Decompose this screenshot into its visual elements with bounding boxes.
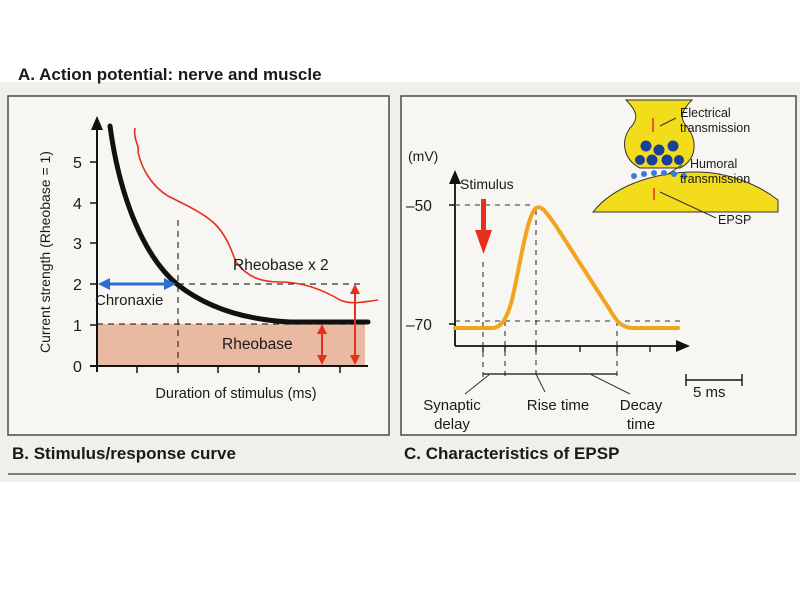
decay-time-label: Decay <box>620 397 663 414</box>
panel-b-frame <box>7 95 390 436</box>
inset-red-arrows <box>652 118 655 200</box>
timing-connectors <box>464 373 631 395</box>
scale-bar-label: 5 ms <box>693 384 726 401</box>
panel-c-frame <box>400 95 797 436</box>
header-mask <box>0 0 800 67</box>
b-y-ticks <box>90 161 97 367</box>
panel-c: (mV) –50 –70 Stimul <box>400 95 797 463</box>
b-y-tick-label: 0 <box>73 359 82 376</box>
panel-b: 0 1 2 3 4 5 Current strength (Rheobase =… <box>7 95 390 463</box>
b-y-tick-label: 4 <box>73 196 82 213</box>
electrical-transmission-label: Electrical <box>680 106 731 120</box>
mv-unit-label: (mV) <box>408 148 438 164</box>
c-x-axis-arrowhead <box>676 340 690 352</box>
stimulus-label: Stimulus <box>460 176 514 192</box>
humoral-transmission-label: transmission <box>680 172 750 186</box>
synaptic-delay-label: delay <box>434 416 470 433</box>
epsp-trace <box>453 205 680 330</box>
rheobase-label: Rheobase <box>222 336 293 353</box>
panel-b-caption: B. Stimulus/response curve <box>12 444 236 463</box>
rise-time-label: Rise time <box>527 397 590 414</box>
b-x-axis-title: Duration of stimulus (ms) <box>155 386 316 402</box>
b-y-tick-label: 2 <box>73 277 82 294</box>
postsynaptic-membrane <box>591 171 779 213</box>
b-y-axis-title: Current strength (Rheobase = 1) <box>37 151 53 353</box>
c-dashed-guides <box>455 204 680 380</box>
b-x-ticks <box>136 366 341 373</box>
electrical-transmission-label: transmission <box>680 121 750 135</box>
c-y-tick-label: –70 <box>406 317 432 334</box>
red-stimulus-arrow-icon <box>475 199 492 254</box>
b-y-tick-label: 1 <box>73 318 82 335</box>
b-y-tick-label: 5 <box>73 155 82 172</box>
presynaptic-terminal <box>624 99 695 169</box>
vesicles <box>635 140 684 166</box>
b-y-axis-arrowhead <box>91 116 103 130</box>
decay-time-label: time <box>627 416 655 433</box>
rheobase-x2-label: Rheobase x 2 <box>233 257 329 274</box>
hand-drawn-red-curve <box>133 127 379 304</box>
synaptic-delay-label: Synaptic <box>423 397 481 414</box>
synapse-icon <box>591 99 779 219</box>
red-double-arrow-icon <box>317 284 360 365</box>
scale-bar <box>685 374 743 386</box>
strength-duration-curve <box>107 123 371 325</box>
panel-c-caption: C. Characteristics of EPSP <box>404 444 619 463</box>
epsp-inset-label: EPSP <box>718 213 751 227</box>
c-y-axis-arrowhead <box>449 170 461 184</box>
humoral-transmission-label: Humoral <box>690 157 737 171</box>
blue-double-arrow-icon <box>98 278 176 290</box>
c-y-tick-label: –50 <box>406 198 432 215</box>
chronaxie-label: Chronaxie <box>95 292 163 309</box>
b-y-tick-label: 3 <box>73 236 82 253</box>
receptors <box>631 170 687 179</box>
inset-pointer-lines <box>659 117 717 219</box>
partial-header: A. Action potential: nerve and muscle <box>18 65 322 84</box>
